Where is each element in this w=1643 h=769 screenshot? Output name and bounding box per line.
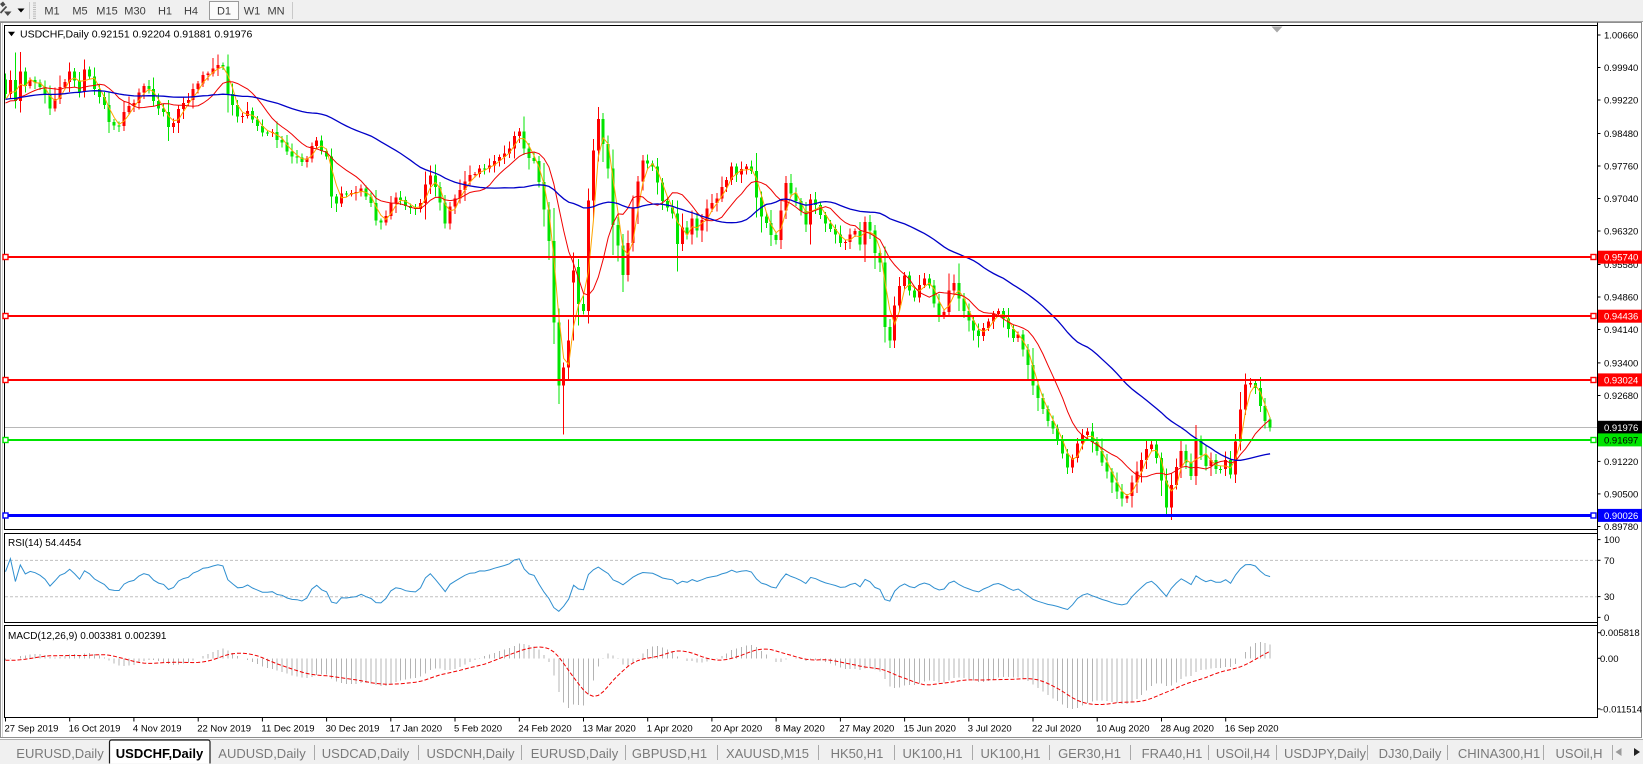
svg-text:MN: MN <box>267 6 284 18</box>
svg-text:0.90500: 0.90500 <box>1604 489 1638 500</box>
svg-text:0.91220: 0.91220 <box>1604 457 1638 468</box>
svg-text:0.97760: 0.97760 <box>1604 162 1638 173</box>
svg-text:USOil,H: USOil,H <box>1556 746 1603 761</box>
svg-text:0.91976: 0.91976 <box>1604 423 1638 434</box>
svg-text:H4: H4 <box>184 6 198 18</box>
svg-text:0.97040: 0.97040 <box>1604 194 1638 205</box>
svg-text:USDJPY,Daily: USDJPY,Daily <box>1284 746 1367 761</box>
svg-text:-0.011514: -0.011514 <box>1600 704 1642 715</box>
svg-text:GER30,H1: GER30,H1 <box>1058 746 1121 761</box>
svg-text:0.93400: 0.93400 <box>1604 358 1638 369</box>
svg-text:10 Aug 2020: 10 Aug 2020 <box>1096 724 1149 735</box>
svg-text:20 Apr 2020: 20 Apr 2020 <box>711 724 762 735</box>
svg-text:M30: M30 <box>124 6 145 18</box>
svg-text:17 Jan 2020: 17 Jan 2020 <box>390 724 442 735</box>
svg-text:H1: H1 <box>158 6 172 18</box>
svg-text:UK100,H1: UK100,H1 <box>981 746 1041 761</box>
svg-text:24 Feb 2020: 24 Feb 2020 <box>518 724 571 735</box>
svg-text:M1: M1 <box>44 6 59 18</box>
svg-text:0.94860: 0.94860 <box>1604 293 1638 304</box>
svg-text:USDCHF,Daily 0.92151 0.92204: USDCHF,Daily 0.92151 0.92204 0.91881 0.9… <box>20 29 252 41</box>
svg-text:0.95740: 0.95740 <box>1604 253 1638 264</box>
svg-text:16 Sep 2020: 16 Sep 2020 <box>1225 724 1279 735</box>
svg-text:22 Jul 2020: 22 Jul 2020 <box>1032 724 1081 735</box>
svg-text:XAUUSD,M15: XAUUSD,M15 <box>726 746 809 761</box>
svg-text:1 Apr 2020: 1 Apr 2020 <box>647 724 693 735</box>
svg-text:0.89780: 0.89780 <box>1604 522 1638 533</box>
svg-text:0.99220: 0.99220 <box>1604 96 1638 107</box>
svg-text:CHINA300,H1: CHINA300,H1 <box>1458 746 1540 761</box>
svg-text:AUDUSD,Daily: AUDUSD,Daily <box>218 746 306 761</box>
svg-text:0.91697: 0.91697 <box>1604 435 1638 446</box>
svg-text:DJ30,Daily: DJ30,Daily <box>1379 746 1442 761</box>
svg-text:EURUSD,Daily: EURUSD,Daily <box>531 746 619 761</box>
svg-text:USDCNH,Daily: USDCNH,Daily <box>426 746 515 761</box>
svg-text:1.00660: 1.00660 <box>1604 31 1638 42</box>
svg-text:0.92680: 0.92680 <box>1604 391 1638 402</box>
svg-text:UK100,H1: UK100,H1 <box>903 746 963 761</box>
svg-text:27 Sep 2019: 27 Sep 2019 <box>5 724 59 735</box>
svg-text:USDCHF,Daily: USDCHF,Daily <box>116 746 204 761</box>
svg-text:0.95580: 0.95580 <box>1604 260 1638 271</box>
svg-text:13 Mar 2020: 13 Mar 2020 <box>583 724 636 735</box>
svg-text:16 Oct 2019: 16 Oct 2019 <box>69 724 121 735</box>
svg-text:RSI(14) 54.4454: RSI(14) 54.4454 <box>8 538 82 549</box>
svg-text:0.98480: 0.98480 <box>1604 129 1638 140</box>
svg-text:22 Nov 2019: 22 Nov 2019 <box>197 724 251 735</box>
svg-text:3 Jul 2020: 3 Jul 2020 <box>968 724 1012 735</box>
svg-text:M15: M15 <box>96 6 117 18</box>
svg-text:15 Jun 2020: 15 Jun 2020 <box>904 724 956 735</box>
svg-text:MACD(12,26,9) 0.003381 0.00239: MACD(12,26,9) 0.003381 0.002391 <box>8 631 167 642</box>
svg-text:100: 100 <box>1604 535 1620 546</box>
svg-text:27 May 2020: 27 May 2020 <box>839 724 894 735</box>
svg-text:8 May 2020: 8 May 2020 <box>775 724 825 735</box>
svg-text:0.99940: 0.99940 <box>1604 63 1638 74</box>
svg-text:USOil,H4: USOil,H4 <box>1216 746 1270 761</box>
svg-text:0.94436: 0.94436 <box>1604 312 1638 323</box>
svg-text:30 Dec 2019: 30 Dec 2019 <box>326 724 380 735</box>
svg-text:0.93024: 0.93024 <box>1604 375 1638 386</box>
svg-text:0: 0 <box>1604 613 1609 624</box>
svg-text:4 Nov 2019: 4 Nov 2019 <box>133 724 182 735</box>
svg-text:0.00: 0.00 <box>1600 654 1619 665</box>
svg-text:FRA40,H1: FRA40,H1 <box>1142 746 1203 761</box>
svg-text:11 Dec 2019: 11 Dec 2019 <box>261 724 314 735</box>
svg-text:GBPUSD,H1: GBPUSD,H1 <box>632 746 707 761</box>
svg-text:0.96320: 0.96320 <box>1604 227 1638 238</box>
svg-text:W1: W1 <box>244 6 261 18</box>
svg-text:0.94140: 0.94140 <box>1604 325 1638 336</box>
svg-text:D1: D1 <box>217 6 231 18</box>
svg-text:5 Feb 2020: 5 Feb 2020 <box>454 724 502 735</box>
svg-text:EURUSD,Daily: EURUSD,Daily <box>16 746 104 761</box>
svg-text:70: 70 <box>1604 556 1615 567</box>
svg-text:0.005818: 0.005818 <box>1600 628 1640 639</box>
svg-text:0.90026: 0.90026 <box>1604 511 1638 522</box>
svg-text:HK50,H1: HK50,H1 <box>831 746 884 761</box>
svg-text:30: 30 <box>1604 592 1615 603</box>
svg-text:USDCAD,Daily: USDCAD,Daily <box>322 746 410 761</box>
svg-text:28 Aug 2020: 28 Aug 2020 <box>1161 724 1214 735</box>
svg-text:M5: M5 <box>72 6 87 18</box>
